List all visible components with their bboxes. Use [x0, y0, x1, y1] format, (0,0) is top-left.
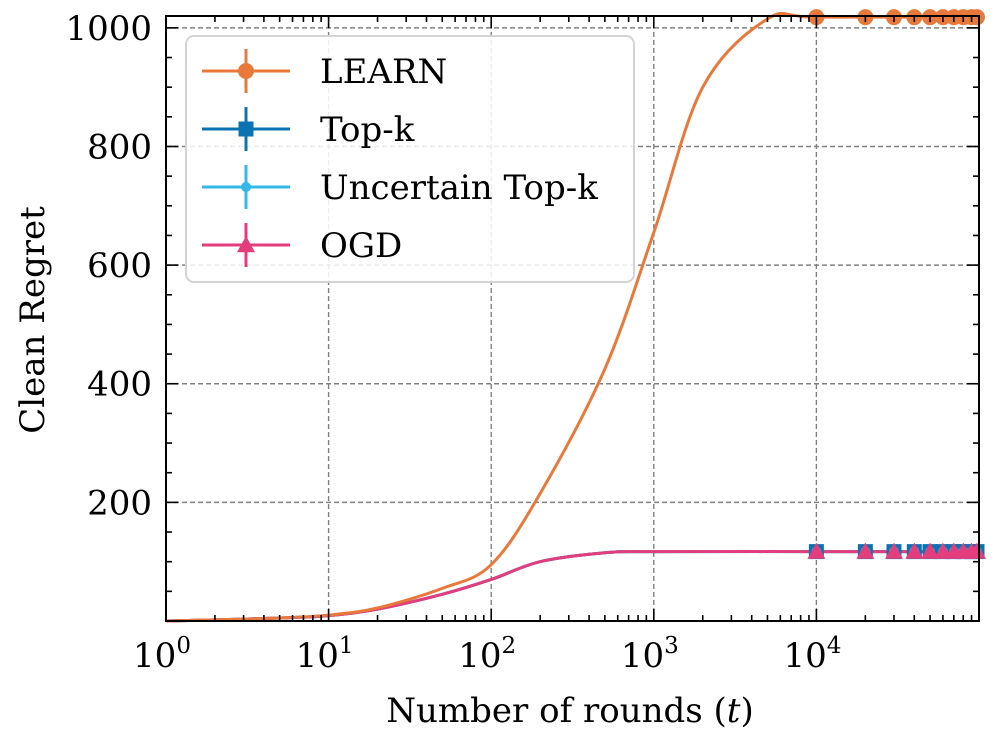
series-line-ogd — [165, 550, 979, 623]
x-tick-base: 10 — [621, 636, 664, 676]
x-tick-base: 10 — [296, 636, 339, 676]
x-tick-exponent: 2 — [502, 633, 517, 659]
x-tick-label: 100 — [133, 633, 191, 676]
x-tick-base: 10 — [783, 636, 826, 676]
plot-frame — [165, 15, 980, 622]
data-point-circle — [238, 63, 254, 79]
data-point-triangle — [905, 542, 924, 559]
data-point-triangle — [237, 236, 255, 253]
y-axis-title: Clean Regret — [13, 206, 53, 434]
y-tick-label: 400 — [87, 365, 152, 405]
data-point-dot — [241, 182, 251, 192]
y-tick-label: 1000 — [65, 9, 152, 49]
x-axis-title: Number of rounds (t) — [386, 691, 753, 731]
x-tick-base: 10 — [458, 636, 501, 676]
y-tick-label: 600 — [87, 246, 152, 286]
x-axis-title-prefix: Number of rounds ( — [386, 691, 727, 731]
legend-box — [185, 35, 635, 283]
y-tick-label: 200 — [87, 483, 152, 523]
legend-label: LEARN — [320, 52, 447, 92]
x-tick-base: 10 — [133, 636, 176, 676]
axes-frame — [165, 15, 980, 622]
data-point-triangle — [807, 542, 826, 559]
data-point-triangle — [884, 542, 903, 559]
x-axis-title-variable: t — [727, 691, 741, 731]
data-point-circle — [969, 9, 985, 26]
y-tick-label: 800 — [87, 127, 152, 167]
data-point-triangle — [968, 542, 986, 559]
x-tick-label: 101 — [296, 633, 354, 676]
legend-label: Uncertain Top-k — [320, 168, 598, 208]
legend-label: Top-k — [320, 110, 415, 150]
legend: LEARN Top-k Uncertain Top-k OGD — [185, 35, 635, 283]
x-tick-label: 104 — [783, 633, 841, 676]
x-tick-label: 103 — [621, 633, 679, 676]
x-tick-label: 102 — [458, 633, 516, 676]
x-tick-exponent: 4 — [827, 633, 842, 659]
x-tick-exponent: 1 — [339, 633, 354, 659]
x-tick-exponent: 0 — [176, 633, 191, 659]
x-tick-exponent: 3 — [664, 633, 679, 659]
data-point-square — [238, 121, 254, 137]
x-axis-title-suffix: ) — [740, 691, 753, 731]
data-point-triangle — [856, 542, 875, 559]
series-line-top-k — [165, 550, 979, 623]
legend-label: OGD — [320, 226, 402, 266]
series-line-uncertain-top-k — [165, 550, 979, 623]
data-point-triangle — [921, 542, 940, 559]
